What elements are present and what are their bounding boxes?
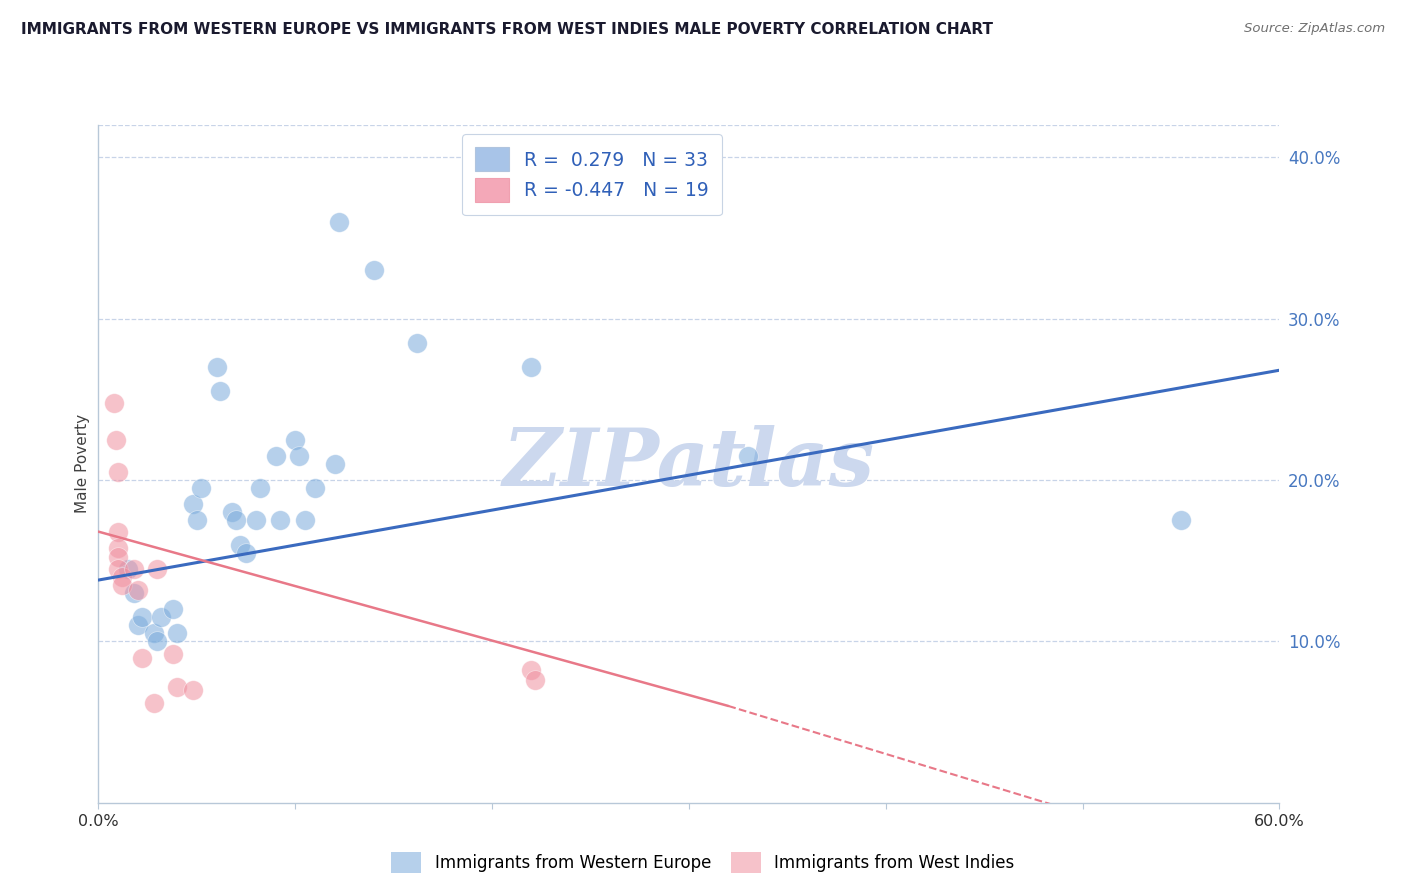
Point [111, 570, 134, 584]
Point [209, 384, 232, 399]
Point [117, 562, 139, 576]
Point [737, 449, 759, 463]
Text: ZIPatlas: ZIPatlas [503, 425, 875, 502]
Point [269, 513, 291, 527]
Legend: R =  0.279   N = 33, R = -0.447   N = 19: R = 0.279 N = 33, R = -0.447 N = 19 [463, 135, 721, 215]
Point [205, 359, 228, 374]
Text: Source: ZipAtlas.com: Source: ZipAtlas.com [1244, 22, 1385, 36]
Point [146, 562, 169, 576]
Point [1170, 513, 1192, 527]
Point [294, 513, 316, 527]
Point [186, 513, 208, 527]
Point [150, 610, 173, 624]
Point [264, 449, 287, 463]
Point [122, 562, 145, 576]
Point [162, 648, 184, 662]
Point [225, 513, 247, 527]
Point [105, 433, 128, 447]
Point [166, 626, 188, 640]
Point [131, 650, 153, 665]
Point [323, 457, 346, 471]
Point [181, 682, 204, 697]
Y-axis label: Male Poverty: Male Poverty [75, 414, 90, 514]
Point [103, 395, 125, 409]
Point [122, 586, 145, 600]
Point [107, 524, 129, 539]
Point [127, 618, 149, 632]
Point [520, 359, 543, 374]
Point [127, 582, 149, 597]
Legend: Immigrants from Western Europe, Immigrants from West Indies: Immigrants from Western Europe, Immigran… [385, 846, 1021, 880]
Point [249, 481, 271, 495]
Point [245, 513, 267, 527]
Point [111, 578, 134, 592]
Point [229, 537, 252, 551]
Point [363, 263, 385, 277]
Point [107, 550, 129, 565]
Point [146, 634, 169, 648]
Text: IMMIGRANTS FROM WESTERN EUROPE VS IMMIGRANTS FROM WEST INDIES MALE POVERTY CORRE: IMMIGRANTS FROM WESTERN EUROPE VS IMMIGR… [21, 22, 993, 37]
Point [328, 215, 350, 229]
Point [142, 626, 165, 640]
Point [190, 481, 212, 495]
Point [235, 546, 257, 560]
Point [107, 465, 129, 479]
Point [524, 673, 547, 687]
Point [221, 505, 243, 519]
Point [162, 602, 184, 616]
Point [131, 610, 153, 624]
Point [288, 449, 311, 463]
Point [520, 664, 543, 678]
Point [304, 481, 326, 495]
Point [107, 541, 129, 555]
Point [142, 696, 165, 710]
Point [166, 680, 188, 694]
Point [406, 335, 429, 350]
Point [107, 562, 129, 576]
Point [181, 497, 204, 511]
Point [284, 433, 307, 447]
